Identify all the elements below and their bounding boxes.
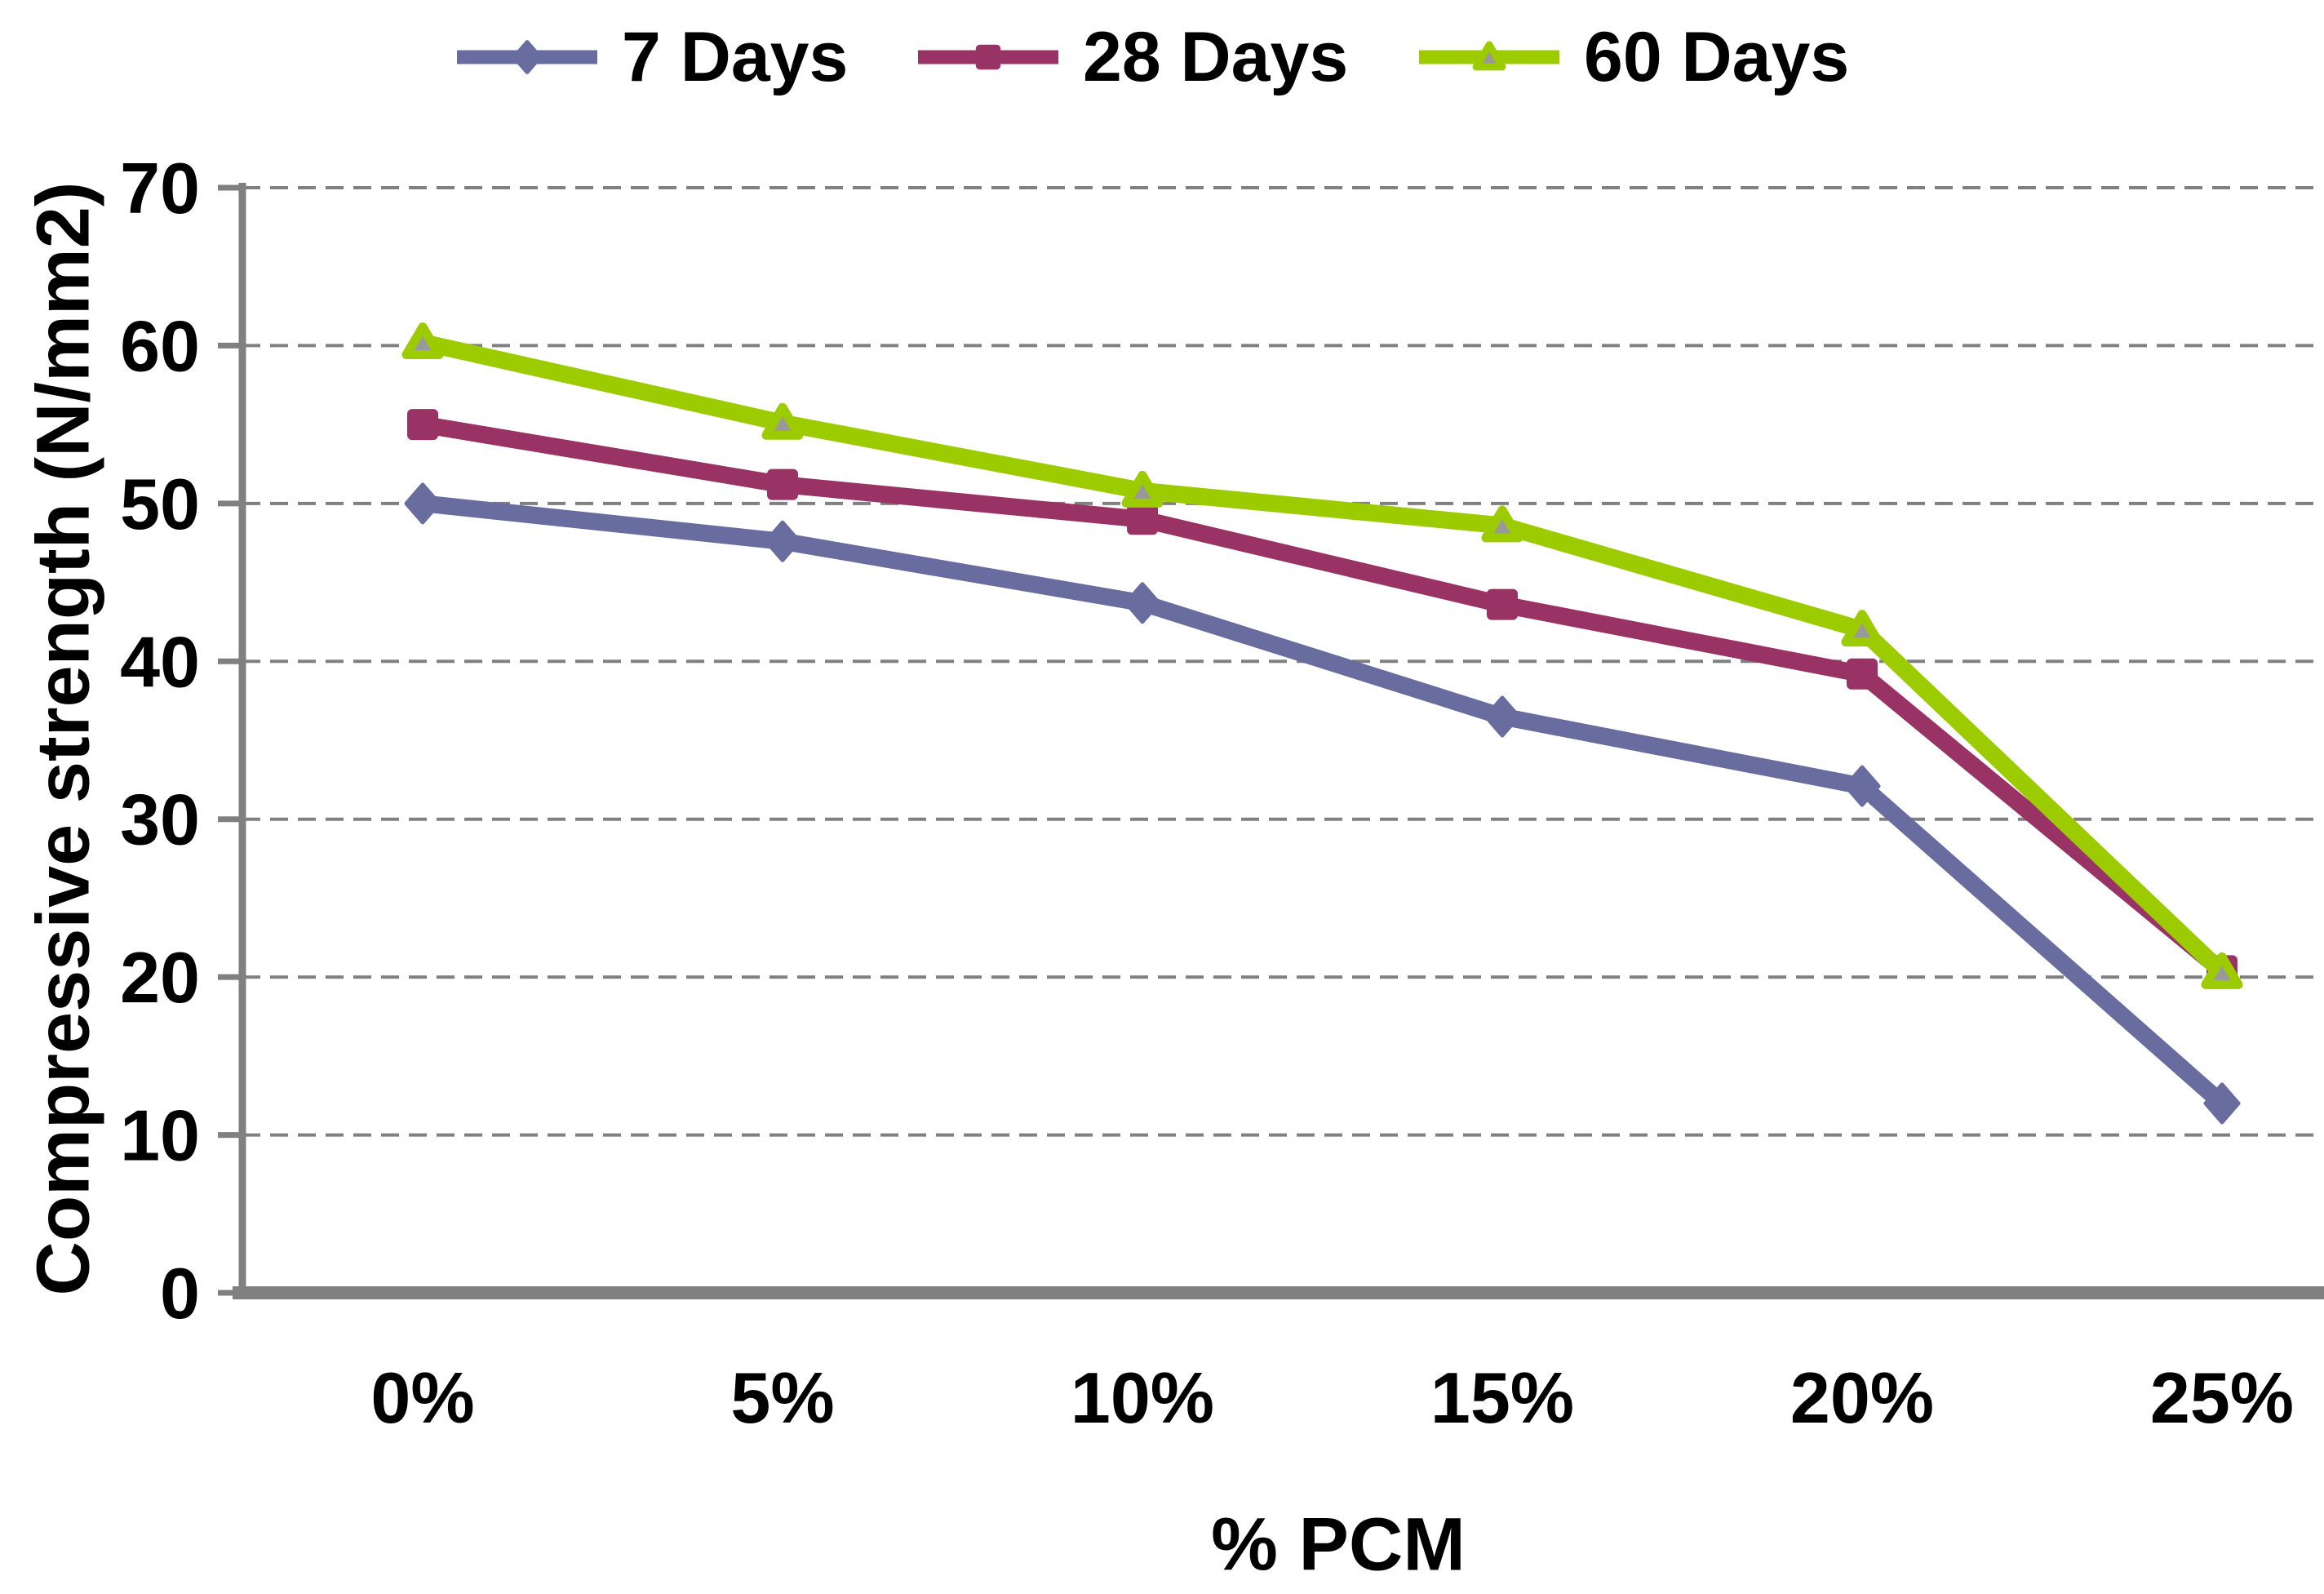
legend-marker-60-days-triangle-icon xyxy=(1419,41,1559,71)
y-tick-label: 0 xyxy=(160,1253,200,1334)
y-tick-label: 60 xyxy=(120,305,200,386)
y-tick-label: 10 xyxy=(120,1095,200,1176)
data-point-square-icon xyxy=(1487,588,1518,620)
data-point-diamond-icon xyxy=(1124,582,1161,624)
legend-label: 28 Days xyxy=(1083,17,1349,96)
x-category-label: 20% xyxy=(1790,1357,1934,1438)
data-point-square-icon xyxy=(1127,504,1158,535)
legend-triangle-icon xyxy=(1472,41,1506,71)
data-point-triangle-icon xyxy=(761,402,804,440)
data-point-square-icon xyxy=(767,468,798,500)
data-point-diamond-icon xyxy=(764,520,801,562)
y-tick-label: 30 xyxy=(120,779,200,860)
y-axis-title: Compressive strength (N/mm2) xyxy=(21,181,105,1296)
legend-diamond-icon xyxy=(512,40,543,74)
data-point-diamond-icon xyxy=(1843,765,1881,807)
legend-label: 60 Days xyxy=(1584,17,1850,96)
x-category-label: 10% xyxy=(1071,1357,1214,1438)
x-category-label: 0% xyxy=(370,1357,474,1438)
data-point-triangle-icon xyxy=(1841,610,1883,647)
data-point-square-icon xyxy=(1847,658,1878,690)
legend-label: 7 Days xyxy=(622,17,849,96)
data-point-diamond-icon xyxy=(404,482,441,525)
legend-item-60-days: 60 Days xyxy=(1416,8,1849,106)
data-point-triangle-icon xyxy=(2201,952,2243,989)
y-tick-label: 70 xyxy=(120,148,200,229)
y-tick-label: 20 xyxy=(120,937,200,1018)
data-point-triangle-icon xyxy=(1121,470,1164,508)
legend-square-icon xyxy=(975,44,1001,70)
x-category-label: 5% xyxy=(730,1357,834,1438)
data-point-square-icon xyxy=(407,409,438,441)
legend-item-28-days: 28 Days xyxy=(915,8,1348,106)
y-tick-label: 50 xyxy=(120,464,200,544)
data-point-diamond-icon xyxy=(1484,695,1521,738)
legend-item-7-days: 7 Days xyxy=(454,8,848,106)
data-point-triangle-icon xyxy=(1481,505,1523,543)
series-line-60-days xyxy=(414,334,2231,981)
series-line-28-days xyxy=(414,415,2231,979)
x-category-label: 25% xyxy=(2150,1357,2294,1438)
y-tick-label: 40 xyxy=(120,621,200,702)
x-axis-title: % PCM xyxy=(1211,1503,1466,1587)
legend-marker-7-days-diamond-icon xyxy=(457,40,597,74)
series-line-7-days xyxy=(414,495,2231,1112)
data-point-triangle-icon xyxy=(401,322,444,360)
data-point-diamond-icon xyxy=(2203,1082,2241,1125)
legend-marker-28-days-square-icon xyxy=(918,44,1058,70)
x-category-label: 15% xyxy=(1430,1357,1574,1438)
